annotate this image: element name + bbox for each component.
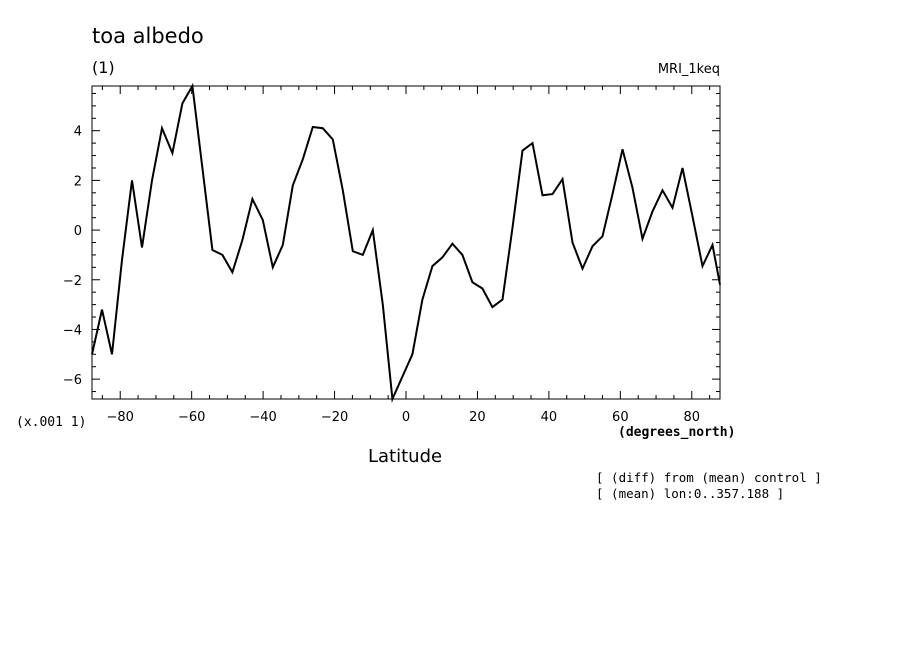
y-tick-label: 2 [74, 174, 82, 189]
plot-frame [91, 85, 721, 400]
y-tick-label: −4 [63, 323, 82, 338]
y-tick-label: −2 [63, 274, 82, 289]
model-label: MRI_1keq [657, 62, 720, 77]
note-diff: [ (diff) from (mean) control ] [596, 470, 822, 485]
x-tick-label: 40 [541, 410, 558, 425]
y-tick-label: −6 [63, 373, 82, 388]
x-tick-label: 20 [469, 410, 486, 425]
x-axis-label: Latitude [368, 446, 443, 467]
x-tick-label: −40 [249, 410, 276, 425]
chart-title: toa albedo [92, 24, 204, 48]
series-line [91, 82, 721, 403]
x-tick-label: 0 [402, 410, 410, 425]
x-tick-label: −60 [178, 410, 205, 425]
y-tick-label: 0 [74, 224, 82, 239]
note-mean: [ (mean) lon:0..357.188 ] [596, 486, 785, 501]
units-label: (1) [92, 58, 115, 77]
scale-factor-label: (x.001 1) [16, 415, 87, 430]
y-tick-label: 4 [74, 125, 82, 140]
x-tick-label: 80 [684, 410, 701, 425]
x-tick-label: −80 [107, 410, 134, 425]
x-tick-label: 60 [612, 410, 629, 425]
x-units-label: (degrees_north) [618, 425, 736, 440]
axis-ticks [92, 86, 720, 399]
x-tick-label: −20 [321, 410, 348, 425]
